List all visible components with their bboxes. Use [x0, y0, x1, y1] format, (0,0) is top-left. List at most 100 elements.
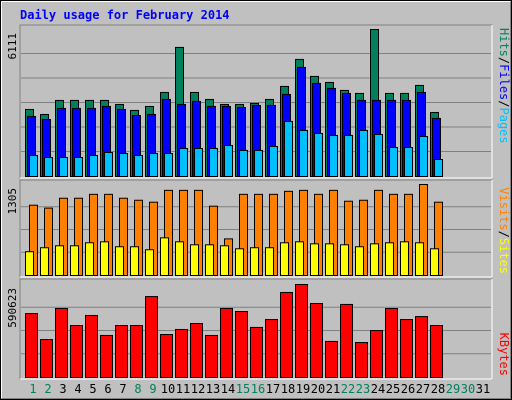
legend-entry: Hits [497, 28, 511, 57]
bar [355, 246, 364, 276]
bar [190, 322, 203, 379]
bar [164, 152, 173, 178]
bar [344, 134, 353, 178]
bar [284, 120, 293, 177]
bar [310, 243, 319, 277]
bar [149, 152, 158, 178]
x-tick-label: 6 [104, 382, 111, 396]
bar [145, 296, 158, 378]
bar [239, 149, 248, 177]
bar [160, 334, 173, 378]
x-tick-label: 24 [371, 382, 385, 396]
bar [355, 342, 368, 379]
bar [85, 314, 98, 378]
bar [265, 247, 274, 277]
bar [220, 308, 233, 378]
x-tick-label: 19 [296, 382, 310, 396]
x-tick-label: 21 [326, 382, 340, 396]
bar [55, 308, 68, 378]
x-tick-label: 7 [119, 382, 126, 396]
bar [134, 154, 143, 178]
bar [280, 242, 289, 277]
x-tick-label: 18 [281, 382, 295, 396]
x-tick-label: 15 [236, 382, 250, 396]
bar [389, 146, 398, 177]
legend-separator: / [497, 100, 511, 107]
bar [55, 245, 64, 276]
bar [40, 339, 53, 379]
y-tick-label: 590623 [6, 288, 19, 328]
bar [175, 328, 188, 378]
legend: KBytes [497, 333, 511, 376]
x-tick-label: 20 [311, 382, 325, 396]
bar [175, 241, 184, 276]
x-tick-label: 26 [401, 382, 415, 396]
bar [295, 284, 308, 378]
bar [265, 319, 278, 379]
legend-entry: Pages [497, 108, 511, 144]
x-tick-label: 5 [89, 382, 96, 396]
bar [430, 248, 439, 277]
legend-entry: Visits [497, 187, 511, 230]
bar [400, 241, 409, 276]
legend-separator: / [497, 57, 511, 64]
x-tick-label: 28 [431, 382, 445, 396]
bar [220, 245, 229, 276]
y-tick-label: 6111 [6, 33, 19, 60]
bar [130, 325, 143, 379]
x-tick-label: 22 [341, 382, 355, 396]
bar [209, 147, 218, 178]
bar [374, 133, 383, 178]
bar [250, 326, 263, 379]
bar [44, 156, 53, 178]
bar [205, 334, 218, 378]
bar [314, 132, 323, 177]
x-tick-label: 23 [356, 382, 370, 396]
bar [100, 334, 113, 378]
x-tick-label: 30 [461, 382, 475, 396]
bar [115, 246, 124, 276]
bar [325, 243, 334, 277]
bar [190, 244, 199, 276]
bar [194, 147, 203, 178]
bar [115, 325, 128, 379]
bar [370, 243, 379, 277]
bar [254, 149, 263, 177]
x-tick-label: 14 [221, 382, 235, 396]
x-tick-label: 25 [386, 382, 400, 396]
legend-separator: / [497, 231, 511, 238]
y-tick-label: 1305 [6, 188, 19, 215]
bar [310, 302, 323, 379]
bar [295, 241, 304, 276]
x-tick-label: 27 [416, 382, 430, 396]
bar [280, 291, 293, 378]
bar [205, 244, 214, 276]
x-tick-label: 11 [176, 382, 190, 396]
bar [100, 241, 109, 276]
bar [179, 147, 188, 178]
x-tick-label: 8 [134, 382, 141, 396]
x-tick-label: 13 [206, 382, 220, 396]
bar [419, 135, 428, 177]
bar [70, 245, 79, 276]
legend-entry: Sites [497, 238, 511, 274]
bar [359, 129, 368, 177]
bar [130, 246, 139, 276]
x-tick-label: 10 [161, 382, 175, 396]
bar [385, 308, 398, 378]
bar [40, 247, 49, 277]
legend-entry: Files [497, 64, 511, 100]
x-tick-label: 16 [251, 382, 265, 396]
legend: Hits/Files/Pages [497, 28, 511, 144]
x-tick-label: 9 [149, 382, 156, 396]
bar [235, 248, 244, 277]
bar [299, 129, 308, 177]
bar [74, 156, 83, 178]
bar [89, 154, 98, 178]
x-tick-label: 3 [59, 382, 66, 396]
x-tick-label: 31 [476, 382, 490, 396]
x-tick-label: 2 [44, 382, 51, 396]
bar [400, 319, 413, 379]
bar [119, 152, 128, 178]
